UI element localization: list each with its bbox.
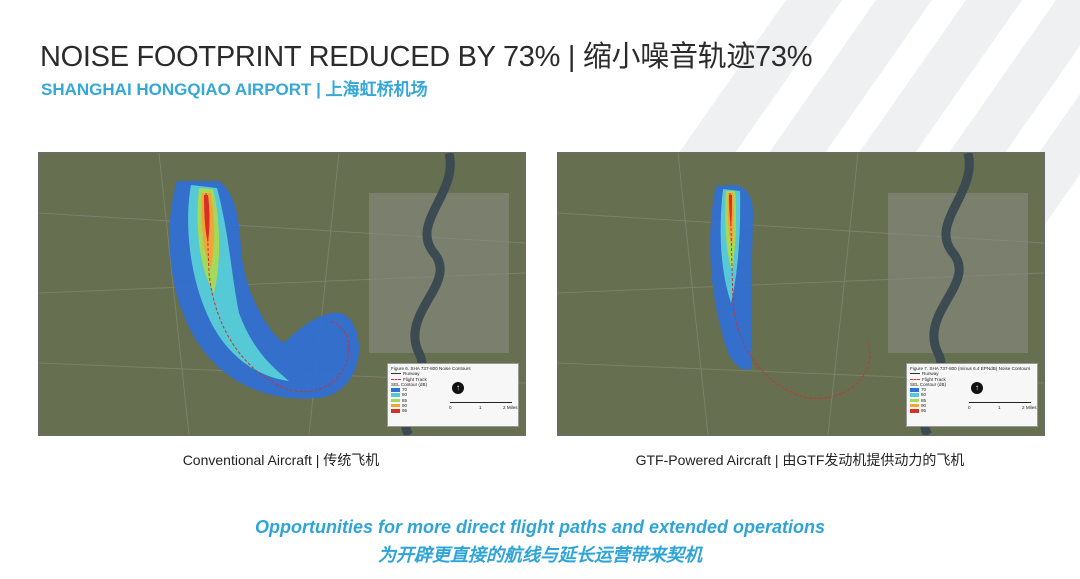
page-subtitle: SHANGHAI HONGQIAO AIRPORT | 上海虹桥机场	[41, 80, 428, 99]
scale-label: 2 Miles	[503, 405, 518, 410]
legend-sel-label: SEL Contour (dB)	[391, 381, 428, 387]
legend-title: Figure 7. SHA 737-800 (minus 6.4 EPNdB) …	[910, 366, 1031, 371]
scale-bar	[450, 402, 512, 406]
footer-tagline-en: Opportunities for more direct flight pat…	[254, 517, 826, 537]
legend-level: 80	[402, 392, 408, 398]
legend-level-row: 80	[391, 392, 515, 397]
legend-level: 70	[402, 387, 408, 393]
track-line-swatch	[910, 378, 920, 380]
legend-level-row: 95	[391, 408, 515, 413]
legend-level-row: 85	[391, 398, 515, 403]
runway-line-swatch	[391, 373, 401, 375]
scale-bar	[969, 402, 1031, 406]
legend-level-row: 85	[910, 398, 1034, 403]
noise-map-conventional: Figure 6. SHA 737-800 Noise Contours Run…	[38, 152, 526, 436]
north-arrow-icon: ↑	[452, 382, 464, 394]
page-title: NOISE FOOTPRINT REDUCED BY 73% | 缩小噪音轨迹7…	[40, 41, 813, 73]
legend-runway-row: Runway	[391, 371, 515, 376]
legend-level-row: 90	[910, 403, 1034, 408]
track-line-swatch	[391, 378, 401, 380]
legend-track-label: Flight Track	[403, 376, 427, 382]
legend-level-row: 90	[391, 403, 515, 408]
legend-level: 90	[402, 402, 408, 408]
map-legend: Figure 6. SHA 737-800 Noise Contours Run…	[387, 363, 519, 427]
north-arrow-icon: ↑	[971, 382, 983, 394]
scale-label: 1	[998, 405, 1001, 410]
scale-label: 0	[968, 405, 971, 410]
legend-level: 95	[921, 408, 927, 414]
legend-level: 70	[921, 387, 927, 393]
legend-level: 90	[921, 402, 927, 408]
runway-line-swatch	[910, 373, 920, 375]
legend-level-row: 95	[910, 408, 1034, 413]
legend-track-row: Flight Track	[391, 377, 515, 382]
legend-runway-label: Runway	[403, 371, 420, 377]
legend-track-label: Flight Track	[922, 376, 946, 382]
legend-level: 85	[402, 397, 408, 403]
legend-level: 85	[921, 397, 927, 403]
footer-tagline-zh: 为开辟更直接的航线与延长运营带来契机	[378, 545, 702, 565]
legend-level: 95	[402, 408, 408, 414]
scale-label: 0	[449, 405, 452, 410]
caption-conventional: Conventional Aircraft | 传统飞机	[182, 452, 380, 468]
legend-level-row: 80	[910, 392, 1034, 397]
scale-label: 2 Miles	[1022, 405, 1037, 410]
legend-sel-label: SEL Contour (dB)	[910, 381, 947, 387]
legend-runway-row: Runway	[910, 371, 1034, 376]
map-legend: Figure 7. SHA 737-800 (minus 6.4 EPNdB) …	[906, 363, 1038, 427]
scale-label: 1	[479, 405, 482, 410]
legend-level-row: 70	[910, 387, 1034, 392]
legend-title: Figure 6. SHA 737-800 Noise Contours	[391, 366, 471, 371]
legend-level-row: 70	[391, 387, 515, 392]
legend-runway-label: Runway	[922, 371, 939, 377]
legend-track-row: Flight Track	[910, 377, 1034, 382]
caption-gtf: GTF-Powered Aircraft | 由GTF发动机提供动力的飞机	[635, 452, 965, 468]
noise-map-gtf: Figure 7. SHA 737-800 (minus 6.4 EPNdB) …	[557, 152, 1045, 436]
legend-level: 80	[921, 392, 927, 398]
